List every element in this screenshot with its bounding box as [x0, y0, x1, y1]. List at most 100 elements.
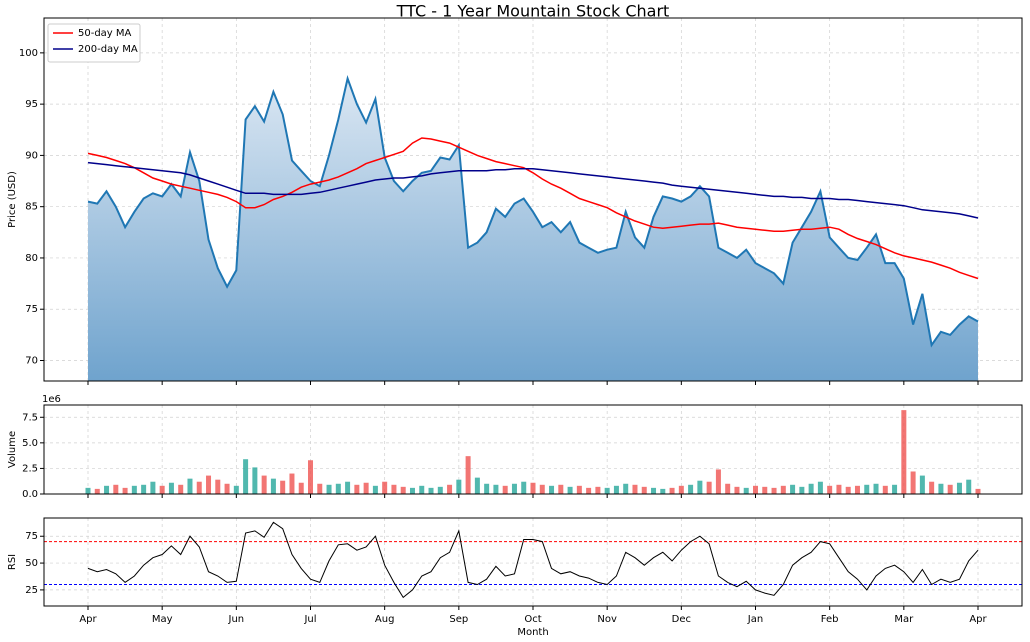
volume-bar	[919, 475, 925, 494]
volume-bar	[956, 482, 962, 494]
volume-bar	[558, 484, 564, 494]
volume-bar	[206, 475, 212, 494]
x-tick-label: Jun	[228, 614, 245, 625]
y-tick-label: 5.0	[22, 438, 38, 449]
volume-bar	[641, 486, 647, 494]
volume-bar	[595, 486, 601, 494]
volume-bar	[456, 479, 462, 494]
volume-bar	[224, 483, 230, 494]
volume-bar	[409, 487, 415, 494]
volume-bar	[623, 483, 629, 494]
volume-bar	[484, 483, 490, 494]
volume-bar	[743, 487, 749, 494]
volume-bar	[326, 484, 332, 494]
x-tick-label: Apr	[969, 614, 987, 625]
volume-bar	[215, 479, 221, 494]
volume-bar	[122, 487, 128, 494]
y-tick-label: 90	[25, 150, 38, 161]
volume-bar	[521, 481, 527, 494]
volume-bar	[539, 484, 545, 494]
volume-bar	[688, 484, 694, 494]
volume-bar	[613, 485, 619, 494]
volume-bar	[261, 475, 267, 494]
volume-bar	[141, 484, 147, 494]
volume-bar	[113, 484, 119, 494]
scale-label: 1e6	[42, 394, 61, 405]
y-tick-label: 100	[19, 48, 38, 59]
volume-bar	[317, 483, 323, 494]
volume-bar	[938, 483, 944, 494]
volume-bar	[168, 482, 174, 494]
x-tick-label: Oct	[524, 614, 541, 625]
volume-bar	[678, 485, 684, 494]
volume-bar	[465, 456, 471, 494]
volume-bar	[178, 484, 184, 494]
x-tick-label: Aug	[375, 614, 395, 625]
volume-bar	[159, 485, 165, 494]
volume-bar	[391, 484, 397, 494]
volume-bar	[929, 481, 935, 494]
x-tick-label: Jan	[747, 614, 763, 625]
volume-bar	[289, 473, 295, 494]
volume-bar	[447, 484, 453, 494]
volume-bar	[836, 484, 842, 494]
volume-bar	[725, 483, 731, 494]
volume-bar	[845, 486, 851, 494]
volume-bar	[576, 485, 582, 494]
volume-bar	[660, 488, 666, 494]
volume-bar	[817, 481, 823, 494]
y-tick-label: 75	[25, 531, 38, 542]
x-axis-label: Month	[517, 627, 548, 638]
volume-bar	[586, 487, 592, 494]
line	[87, 137, 979, 280]
y-tick-label: 50	[25, 558, 38, 569]
volume-bar	[771, 487, 777, 494]
volume-bar	[669, 487, 675, 494]
volume-bar	[604, 487, 610, 494]
volume-bar	[882, 485, 888, 494]
y-axis-label: Price (USD)	[7, 171, 18, 228]
y-tick-label: 95	[25, 99, 38, 110]
volume-bar	[474, 477, 480, 494]
volume-bar	[790, 484, 796, 494]
volume-bar	[150, 481, 156, 494]
volume-bar	[363, 482, 369, 494]
chart-title: TTC - 1 Year Mountain Stock Chart	[396, 2, 670, 21]
y-tick-label: 85	[25, 202, 38, 213]
y-tick-label: 70	[25, 355, 38, 366]
volume-bar	[428, 487, 434, 494]
volume-bar	[85, 487, 91, 494]
x-tick-label: Mar	[894, 614, 914, 625]
y-axis-label: Volume	[7, 431, 18, 468]
volume-bar	[243, 459, 249, 494]
volume-bar	[437, 486, 443, 494]
volume-bar	[697, 480, 703, 494]
volume-bar	[706, 481, 712, 494]
volume-bar	[94, 488, 100, 494]
legend-label: 50-day MA	[78, 28, 132, 39]
volume-bar	[104, 485, 110, 494]
volume-bar	[651, 487, 657, 494]
volume-bar	[354, 484, 360, 494]
volume-bar	[345, 481, 351, 494]
volume-bar	[864, 484, 870, 494]
x-tick-label: Nov	[597, 614, 617, 625]
volume-bar	[827, 485, 833, 494]
legend-label: 200-day MA	[78, 44, 138, 55]
line	[87, 74, 979, 348]
volume-bar	[372, 485, 378, 494]
volume-bar	[975, 488, 981, 494]
volume-bar	[947, 484, 953, 494]
x-tick-label: Jul	[303, 614, 316, 625]
y-tick-label: 75	[25, 304, 38, 315]
y-tick-label: 2.5	[22, 463, 38, 474]
x-tick-label: May	[152, 614, 173, 625]
volume-bar	[382, 481, 388, 494]
line	[87, 521, 979, 599]
axes-frame	[43, 404, 1023, 495]
volume-bar	[502, 485, 508, 494]
volume-bar	[298, 482, 304, 494]
volume-bar	[901, 410, 907, 494]
axes-frame	[43, 17, 1023, 382]
